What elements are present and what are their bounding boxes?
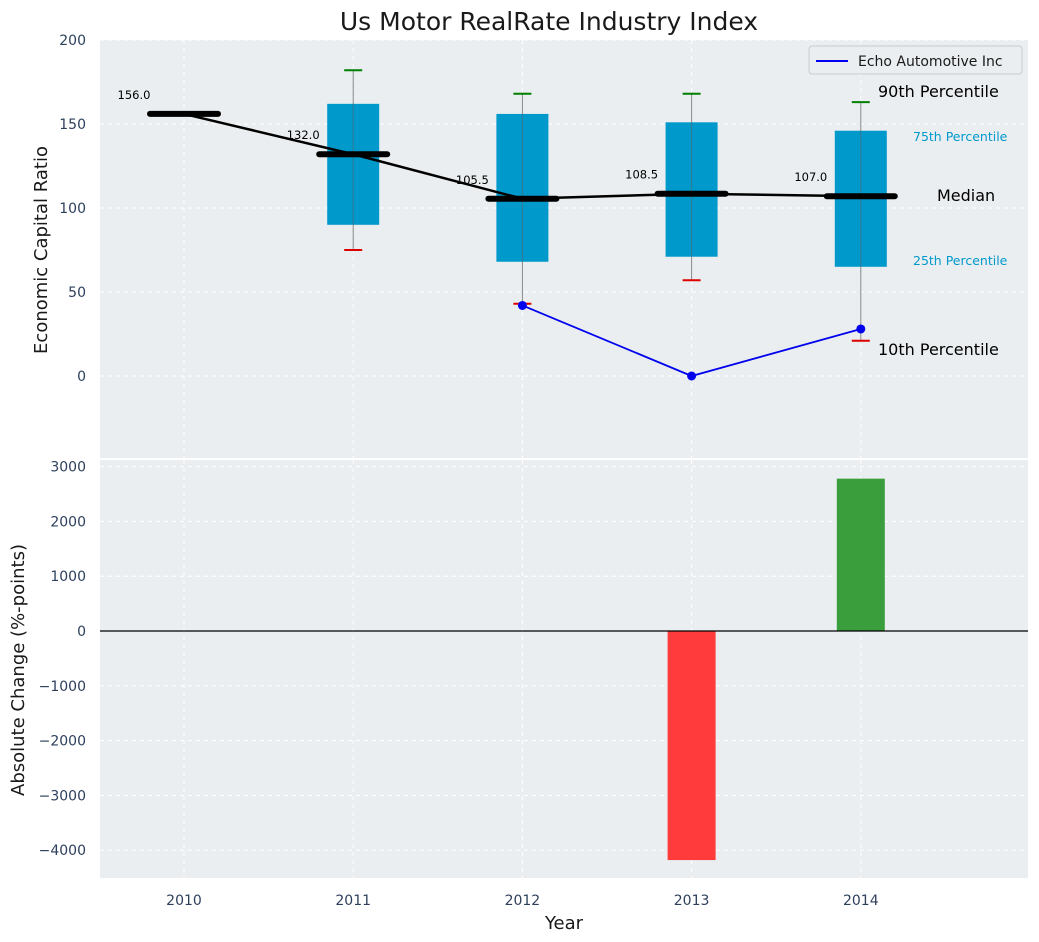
- top-marks: 156.0 132.0 105.5 108.5 107.0: [118, 69, 898, 381]
- y-tick-label: −2000: [39, 734, 86, 750]
- echo-automotive-point: [856, 324, 866, 334]
- x-tick-label: 2013: [674, 893, 710, 909]
- y-tick-label: 100: [59, 201, 86, 217]
- change-bar: [836, 478, 885, 631]
- median-value-label: 105.5: [456, 173, 489, 187]
- median-value-label: 108.5: [625, 168, 658, 182]
- y-tick-label: −4000: [39, 843, 86, 859]
- annotation-75th-percentile: 75th Percentile: [913, 129, 1008, 144]
- echo-automotive-point: [517, 300, 527, 310]
- top-y-axis-label: Economic Capital Ratio: [31, 146, 52, 354]
- x-tick-label: 2012: [505, 893, 541, 909]
- median-value-label: 156.0: [118, 88, 151, 102]
- bottom-marks: [100, 478, 1028, 861]
- y-tick-label: −1000: [39, 679, 86, 695]
- y-tick-label: 50: [68, 285, 86, 301]
- y-tick-label: 2000: [50, 514, 86, 530]
- median-value-label: 132.0: [287, 128, 320, 142]
- annotation-median: Median: [937, 186, 995, 205]
- legend-label-echo: Echo Automotive Inc: [858, 54, 1003, 70]
- change-bar: [667, 631, 716, 861]
- bottom-y-ticks: −4000 −3000 −2000 −1000 0 1000 2000 3000: [39, 460, 86, 860]
- x-tick-label: 2014: [843, 893, 879, 909]
- annotation-90th-percentile: 90th Percentile: [878, 82, 999, 101]
- x-axis-label: Year: [544, 913, 584, 934]
- annotation-10th-percentile: 10th Percentile: [878, 340, 999, 359]
- y-tick-label: 1000: [50, 569, 86, 585]
- y-tick-label: 150: [59, 117, 86, 133]
- legend: Echo Automotive Inc: [808, 45, 1023, 75]
- x-ticks: 2010 2011 2012 2013 2014: [166, 893, 879, 909]
- y-tick-label: 3000: [50, 460, 86, 476]
- x-tick-label: 2011: [335, 893, 371, 909]
- y-tick-label: −3000: [39, 788, 86, 804]
- top-y-ticks: 0 50 100 150 200: [59, 33, 86, 385]
- bottom-plot-area: [100, 460, 1028, 878]
- y-tick-label: 200: [59, 33, 86, 49]
- bottom-y-axis-label: Absolute Change (%-points): [8, 544, 29, 796]
- x-tick-label: 2010: [166, 893, 202, 909]
- echo-automotive-point: [687, 371, 697, 381]
- top-plot-area: [100, 40, 1028, 458]
- percentile-annotations: 90th Percentile 75th Percentile Median 25th…: [878, 82, 1008, 359]
- y-tick-label: 0: [77, 369, 86, 385]
- legend-box: [808, 45, 1023, 75]
- median-value-label: 107.0: [794, 170, 827, 184]
- annotation-25th-percentile: 25th Percentile: [913, 253, 1008, 268]
- chart-title: Us Motor RealRate Industry Index: [340, 7, 758, 36]
- y-tick-label: 0: [77, 624, 86, 640]
